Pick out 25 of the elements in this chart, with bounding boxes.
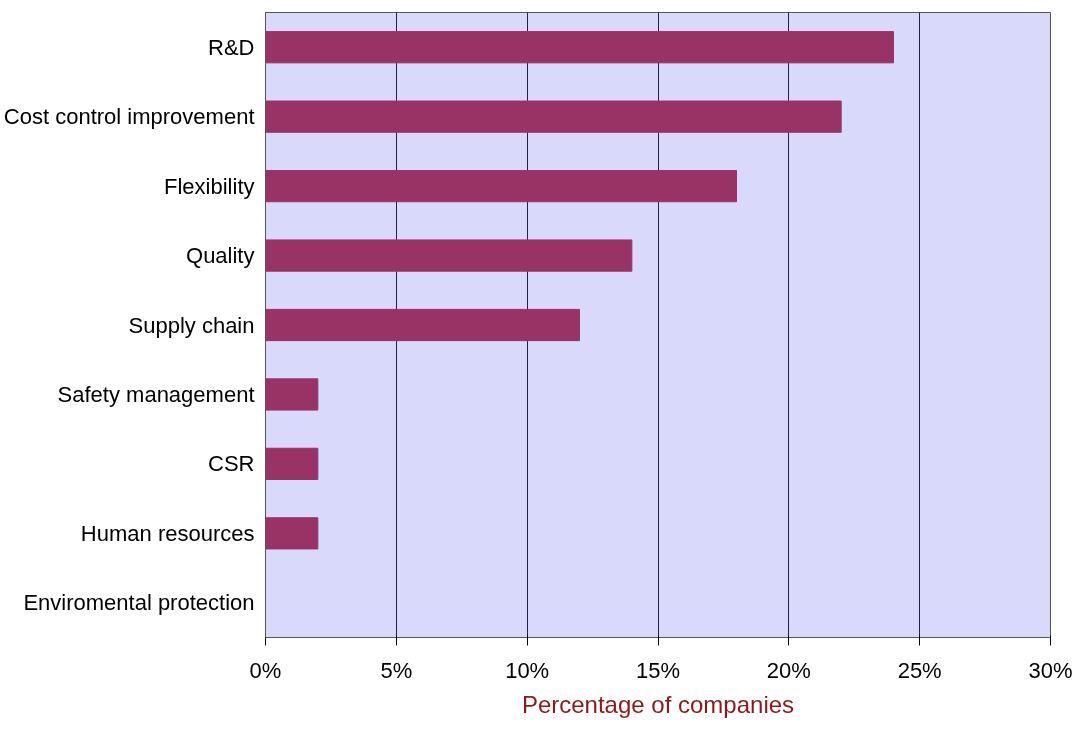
x-tick-label: 20% (766, 657, 811, 683)
y-tick-label: Safety management (57, 381, 255, 407)
bar (265, 517, 319, 550)
y-tick-label: Cost control improvement (3, 104, 255, 130)
y-tick-label: Flexibility (164, 173, 255, 199)
y-tick-label: Enviromental protection (23, 590, 255, 616)
y-tick-label: Quality (186, 243, 255, 269)
bar (265, 31, 894, 64)
x-tick-label: 5% (380, 657, 413, 683)
bar (265, 239, 633, 272)
y-tick-label: Human resources (80, 520, 255, 546)
bar (265, 378, 319, 411)
x-tick-label: 0% (249, 657, 282, 683)
x-axis-title: Percentage of companies (521, 690, 795, 718)
y-tick-label: R&D (208, 34, 255, 60)
bar (265, 169, 737, 203)
y-tick-label: Supply chain (128, 312, 255, 338)
y-tick-label: CSR (208, 451, 255, 477)
x-tick-label: 25% (897, 657, 942, 683)
bar (265, 308, 580, 342)
x-tick-label: 15% (635, 657, 681, 683)
x-tick-label: 30% (1028, 657, 1073, 683)
bar (265, 447, 319, 481)
x-tick-label: 10% (505, 657, 550, 683)
bar (265, 100, 842, 133)
